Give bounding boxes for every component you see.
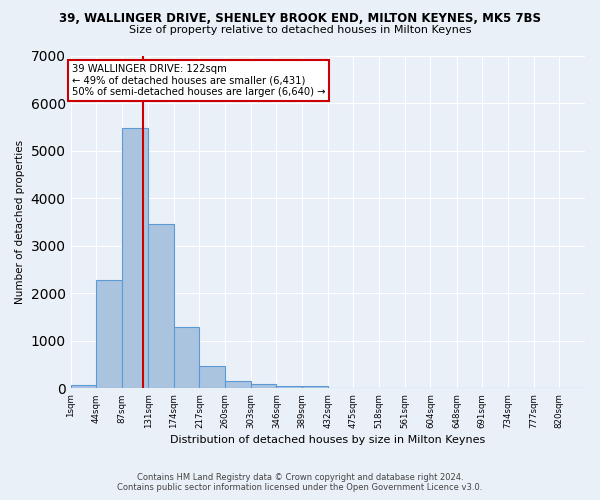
Bar [199,366,225,388]
Bar [251,384,277,388]
Y-axis label: Number of detached properties: Number of detached properties [15,140,25,304]
Bar [71,385,96,388]
Bar [277,386,302,388]
Bar [225,381,251,388]
Bar [96,280,122,388]
Bar [174,326,199,388]
Bar [148,224,174,388]
Text: 39 WALLINGER DRIVE: 122sqm
← 49% of detached houses are smaller (6,431)
50% of s: 39 WALLINGER DRIVE: 122sqm ← 49% of deta… [72,64,325,98]
Text: 39, WALLINGER DRIVE, SHENLEY BROOK END, MILTON KEYNES, MK5 7BS: 39, WALLINGER DRIVE, SHENLEY BROOK END, … [59,12,541,26]
Bar [122,128,148,388]
X-axis label: Distribution of detached houses by size in Milton Keynes: Distribution of detached houses by size … [170,435,485,445]
Text: Contains HM Land Registry data © Crown copyright and database right 2024.
Contai: Contains HM Land Registry data © Crown c… [118,473,482,492]
Text: Size of property relative to detached houses in Milton Keynes: Size of property relative to detached ho… [129,25,471,35]
Bar [302,386,328,388]
